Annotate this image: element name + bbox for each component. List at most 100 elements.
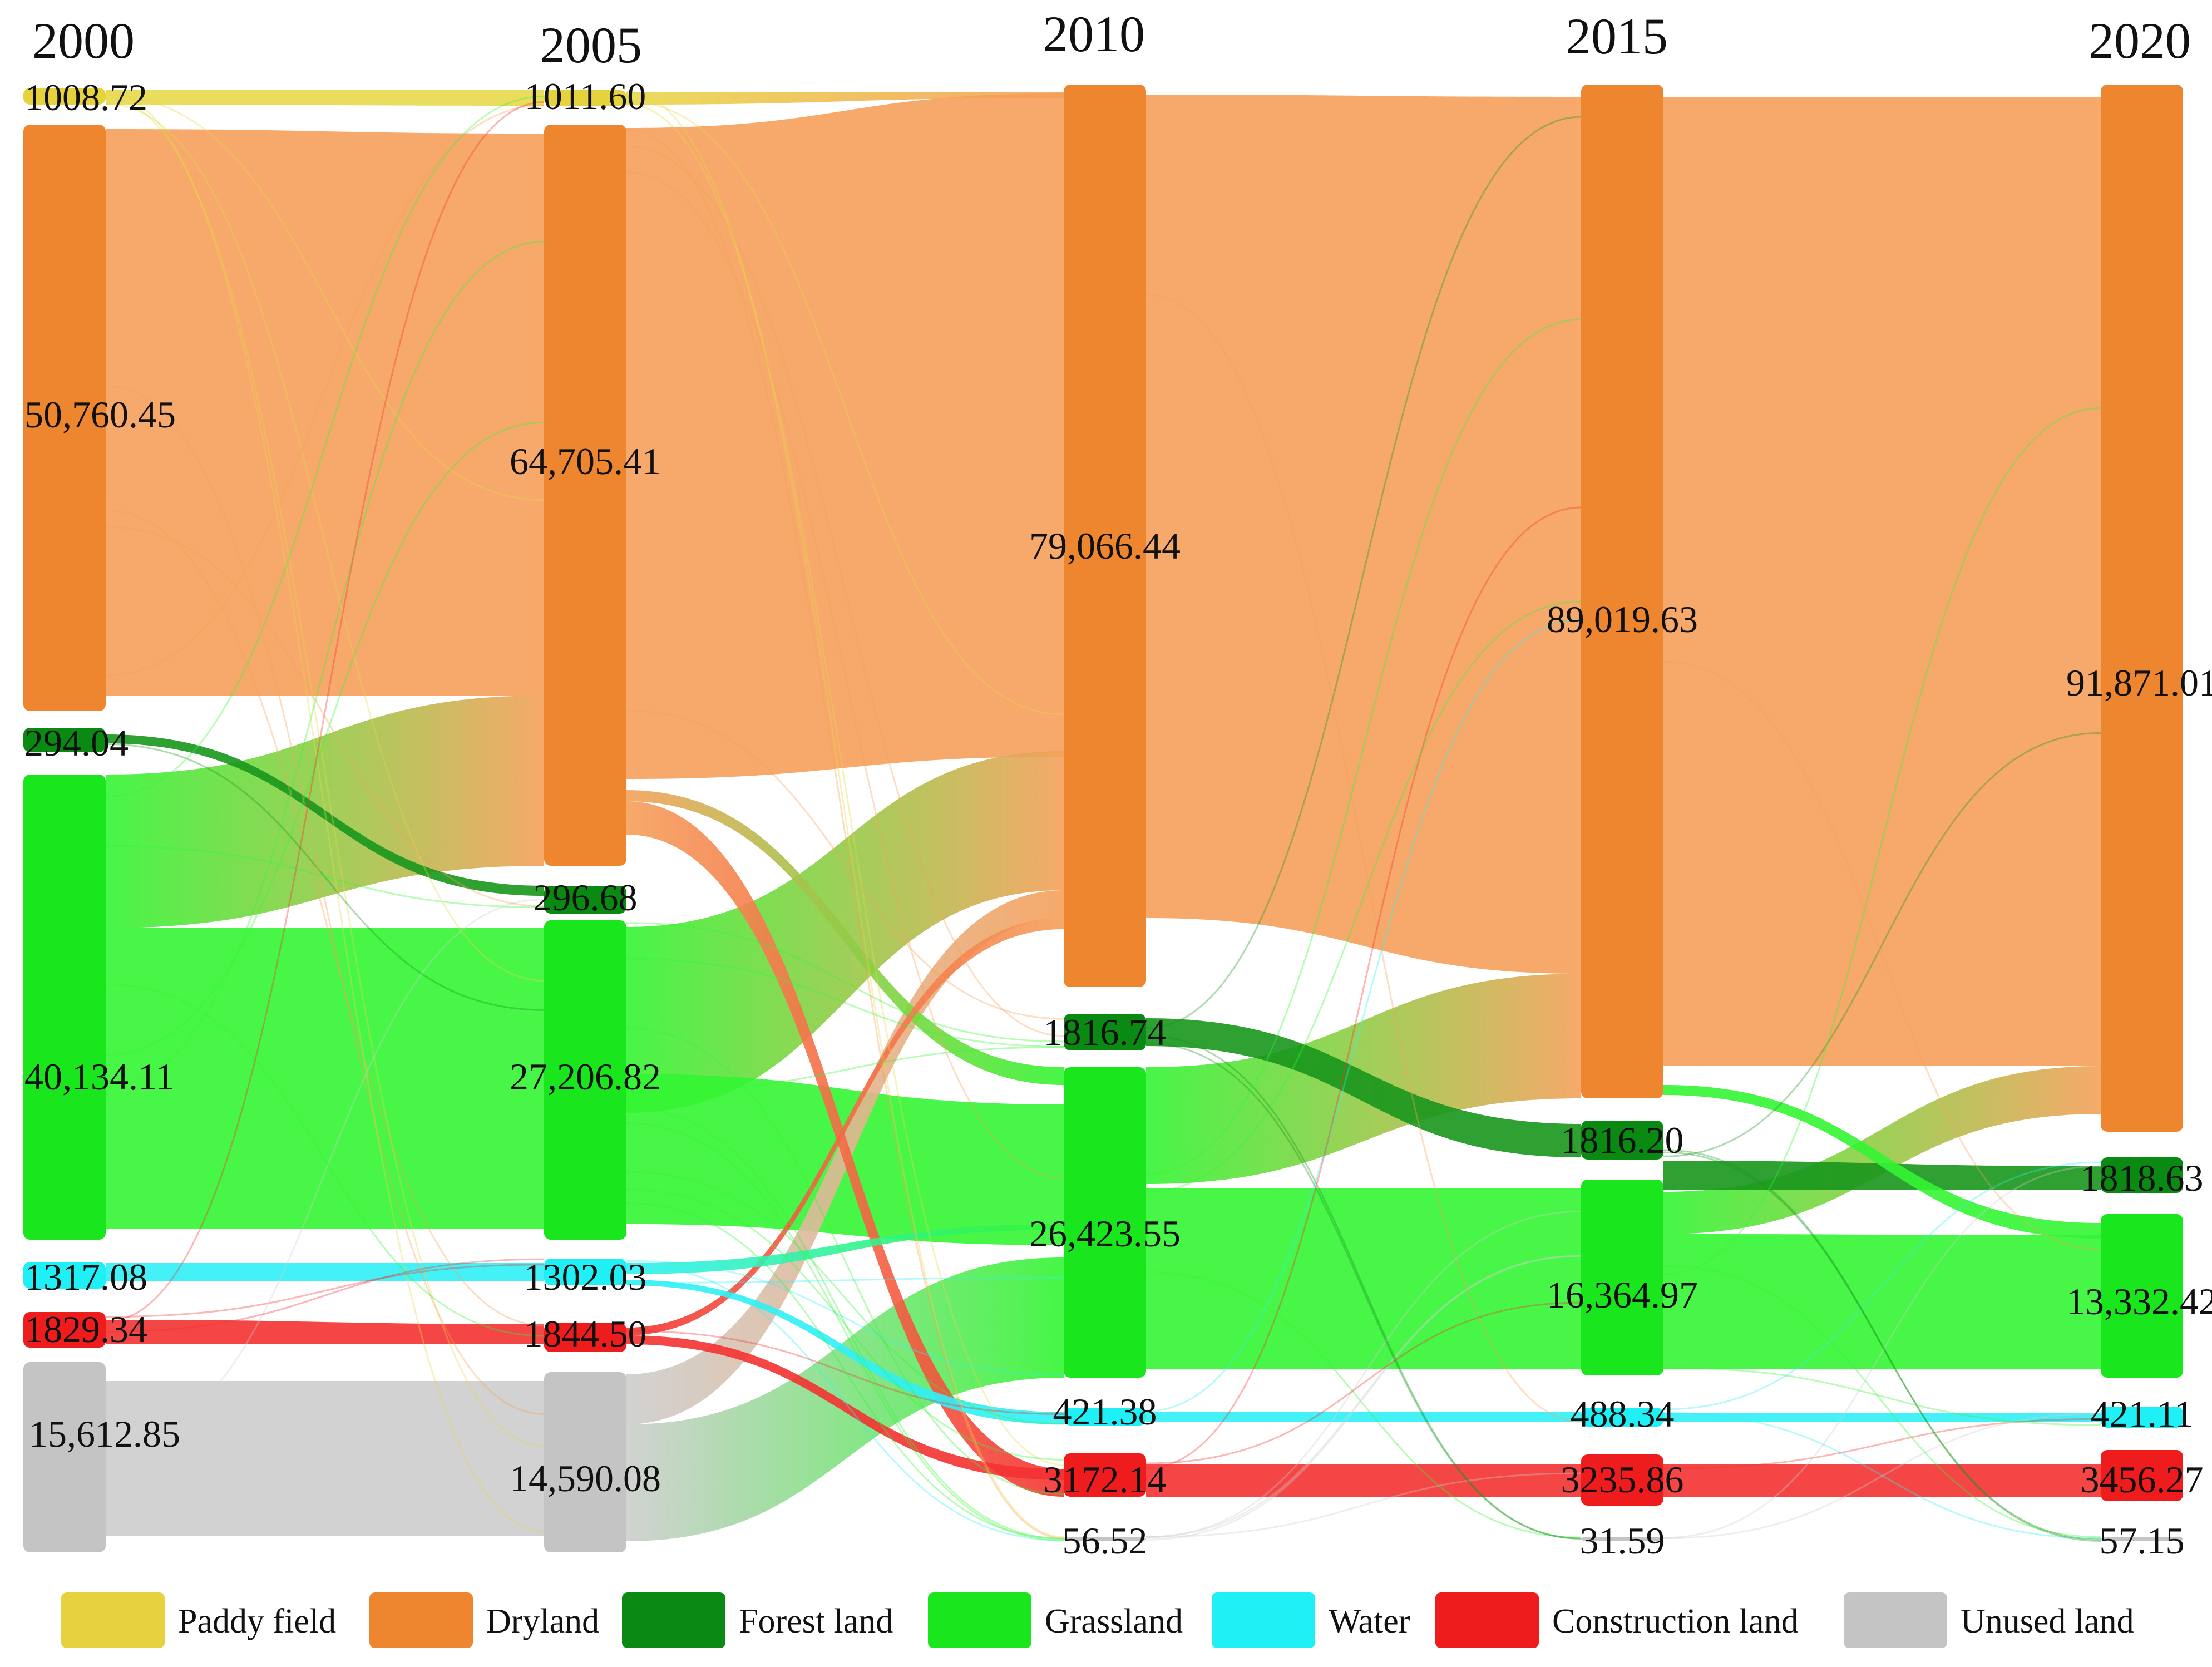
value-label-unused-2005: 14,590.08 xyxy=(510,1457,661,1500)
legend-label-paddy: Paddy field xyxy=(178,1602,336,1640)
minor-flow xyxy=(1663,1161,2101,1410)
minor-flow xyxy=(626,1107,1064,1540)
flow-water-2000-to-water-2005 xyxy=(106,1263,544,1281)
flow-grass-2015-to-grass-2020 xyxy=(1663,1234,2101,1369)
minor-flow xyxy=(626,145,1064,1037)
legend-label-constr: Construction land xyxy=(1552,1602,1799,1640)
node-grass-2005 xyxy=(544,920,626,1240)
flow-dry-2010-to-dry-2015 xyxy=(1146,95,1581,974)
node-constr-2005 xyxy=(544,1323,626,1352)
minor-flow xyxy=(105,743,545,1011)
value-label-unused-2015: 31.59 xyxy=(1580,1520,1665,1562)
legend: Paddy field Dryland Forest land Grassland Wa… xyxy=(61,1592,2134,1648)
node-unused-2000 xyxy=(23,1362,106,1552)
node-unused-2005 xyxy=(544,1372,626,1552)
value-label-water-2005: 1302.03 xyxy=(524,1256,647,1298)
legend-item-water: Water xyxy=(1212,1592,1410,1648)
node-dry-2015 xyxy=(1581,85,1663,1098)
node-paddy-2005 xyxy=(544,90,626,106)
minor-flow xyxy=(105,97,545,1447)
value-label-dry-2020: 91,871.01 xyxy=(2066,662,2212,704)
value-label-grass-2015: 16,364.97 xyxy=(1547,1274,1698,1316)
minor-flow xyxy=(105,96,545,798)
flow-water-2010-to-water-2015 xyxy=(1146,1412,1581,1422)
value-label-dry-2000: 50,760.45 xyxy=(24,393,176,436)
minor-flow xyxy=(626,1330,1064,1415)
minor-flow xyxy=(105,845,545,909)
minor-flow xyxy=(1663,1165,2101,1539)
legend-label-grass: Grassland xyxy=(1045,1602,1183,1640)
minor-flow xyxy=(105,91,545,1532)
legend-item-unused: Unused land xyxy=(1844,1592,2134,1648)
minor-flow xyxy=(626,1202,1064,1540)
value-label-water-2020: 421.11 xyxy=(2091,1393,2193,1435)
minor-flow xyxy=(105,421,545,1056)
value-label-unused-2000: 15,612.85 xyxy=(29,1413,180,1455)
legend-swatch-unused xyxy=(1844,1592,1947,1648)
minor-flow xyxy=(105,385,545,1415)
flow-forest-2015-to-forest-2020 xyxy=(1663,1161,2101,1190)
minor-flow xyxy=(626,1188,1064,1461)
node-water-2010 xyxy=(1064,1408,1146,1426)
year-header-2015: 2015 xyxy=(1566,8,1668,65)
minor-flow xyxy=(105,101,545,1323)
node-dry-2000 xyxy=(23,125,106,711)
flow-paddy-2000-to-paddy-2005 xyxy=(106,90,544,106)
minor-flow xyxy=(626,129,1064,1540)
minor-flow xyxy=(626,922,1064,1043)
node-water-2000 xyxy=(23,1262,106,1289)
year-headers: 2000 2005 2010 2015 2020 xyxy=(32,6,2191,73)
value-label-grass-2020: 13,332.42 xyxy=(2066,1280,2212,1323)
value-label-constr-2000: 1829.34 xyxy=(24,1308,147,1350)
minor-flow xyxy=(1146,1035,1582,1540)
legend-label-dry: Dryland xyxy=(486,1602,599,1640)
value-label-paddy-2000: 1008.72 xyxy=(24,76,147,119)
flow-dry-2005-to-grass-2010 xyxy=(626,790,1064,1085)
flow-constr-2005-to-dry-2010 xyxy=(626,918,1064,1335)
flow-constr-2000-to-constr-2005 xyxy=(106,1320,544,1344)
minor-flow xyxy=(105,1264,545,1318)
minor-flow xyxy=(1146,600,1582,1193)
node-water-2015 xyxy=(1581,1408,1663,1427)
node-constr-2010 xyxy=(1064,1453,1146,1497)
node-forest-2015 xyxy=(1581,1121,1663,1160)
node-constr-2020 xyxy=(2101,1450,2183,1501)
legend-item-grass: Grassland xyxy=(928,1592,1183,1648)
minor-flow xyxy=(1146,618,1582,1412)
minor-flow xyxy=(626,1276,1064,1284)
year-header-2020: 2020 xyxy=(2088,12,2191,69)
minor-flow xyxy=(1663,732,2101,1157)
node-paddy-2000 xyxy=(23,88,106,105)
value-label-unused-2020: 57.15 xyxy=(2100,1520,2185,1562)
flow-paddy-2005-to-dry-2010 xyxy=(626,92,1064,105)
minor-flow xyxy=(105,899,545,1447)
value-label-constr-2010: 3172.14 xyxy=(1044,1458,1167,1501)
value-label-dry-2015: 89,019.63 xyxy=(1547,598,1698,640)
flow-dry-2005-to-dry-2010 xyxy=(626,93,1064,779)
flow-unused-2005-to-grass-2010 xyxy=(626,1257,1064,1541)
flow-constr-2015-to-constr-2020 xyxy=(1663,1464,2101,1497)
minor-flow xyxy=(626,709,1064,1020)
node-dry-2020 xyxy=(2101,85,2183,1132)
year-header-2000: 2000 xyxy=(32,12,135,69)
minor-flow xyxy=(1146,1042,1582,1540)
flow-constr-2005-to-constr-2010 xyxy=(626,1335,1064,1480)
minor-flow xyxy=(1663,1412,2101,1540)
legend-label-forest: Forest land xyxy=(739,1602,893,1640)
value-label-constr-2020: 3456.27 xyxy=(2081,1458,2204,1501)
legend-item-forest: Forest land xyxy=(622,1592,893,1648)
minor-flow xyxy=(1146,1301,1582,1464)
node-forest-2005 xyxy=(544,886,626,914)
value-label-water-2000: 1317.08 xyxy=(24,1256,147,1298)
minor-flow xyxy=(1146,506,1582,1469)
flow-dry-2000-to-dry-2005 xyxy=(106,129,544,696)
legend-swatch-constr xyxy=(1435,1592,1539,1648)
flow-water-2015-to-water-2020 xyxy=(1663,1413,2101,1422)
flow-dry-2015-to-dry-2020 xyxy=(1663,97,2101,1066)
value-label-forest-2020: 1818.63 xyxy=(2081,1157,2204,1199)
minor-flow xyxy=(1146,294,1582,1423)
flow-grass-2010-to-grass-2015 xyxy=(1146,1188,1581,1369)
minor-flow xyxy=(626,1264,1064,1542)
value-label-dry-2010: 79,066.44 xyxy=(1029,525,1181,567)
